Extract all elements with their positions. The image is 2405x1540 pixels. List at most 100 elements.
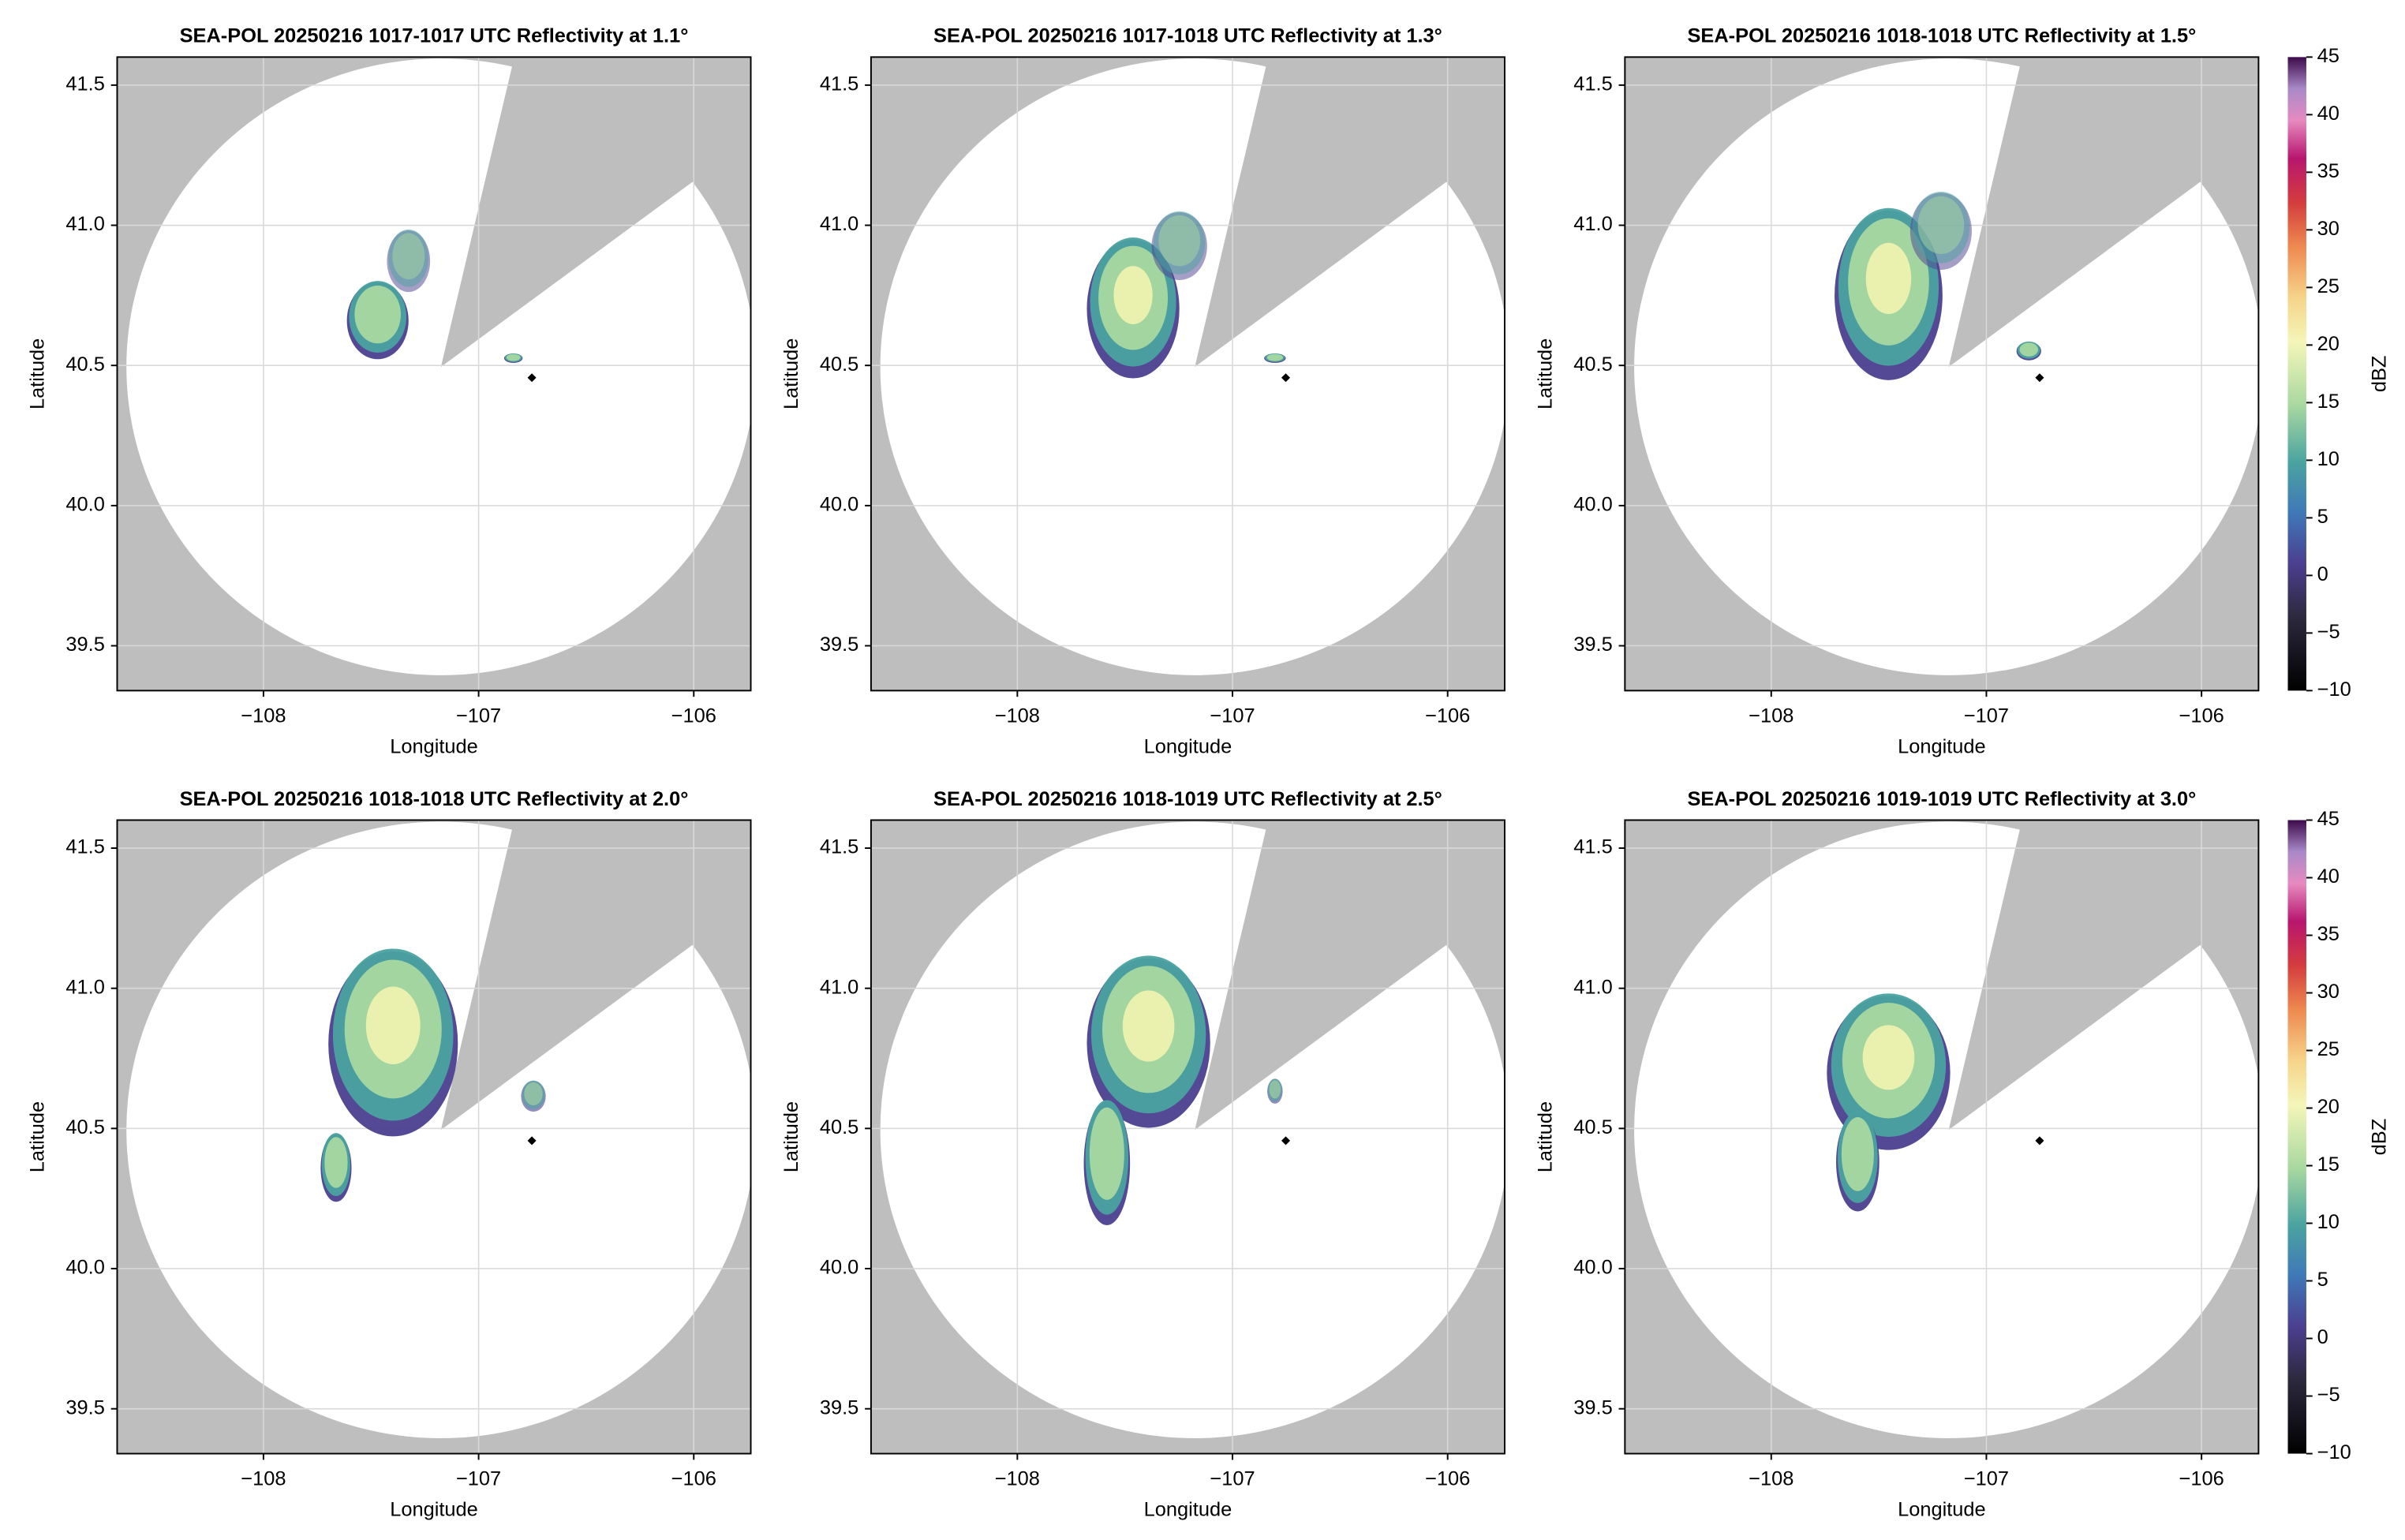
blocked-sector (1948, 57, 2259, 368)
y-tick-label: 40.5 (820, 353, 858, 376)
blocked-sector (440, 57, 751, 368)
y-tick-label: 41.0 (65, 976, 104, 998)
x-tick-label: −107 (456, 1467, 501, 1490)
x-tick-label: −107 (456, 705, 501, 727)
y-tick-label: 41.0 (1573, 213, 1612, 235)
x-axis-label: Longitude (1144, 735, 1232, 757)
panel: −108 −107 −106 39.5 40.0 40.5 41.0 41.5 SEA-POL … (27, 788, 752, 1521)
y-axis-label: Latitude (1534, 338, 1556, 409)
x-tick-label: −108 (1749, 705, 1793, 727)
echo (392, 233, 425, 280)
axes-frame (870, 56, 1505, 692)
colorbar-label: dBZ (2368, 1119, 2390, 1156)
blocked-sector (440, 820, 751, 1131)
x-axis-label: Longitude (1144, 1499, 1232, 1521)
y-tick-label: 40.0 (820, 494, 858, 516)
y-axis-label: Latitude (780, 1101, 802, 1172)
blocked-sector (1195, 820, 1505, 1131)
colorbar-tick-label: 25 (2317, 1038, 2340, 1060)
y-tick-label: 40.5 (820, 1116, 858, 1138)
y-tick-label: 40.0 (65, 1257, 104, 1279)
echo (1841, 1117, 1874, 1191)
echo (365, 986, 421, 1064)
colorbar-tick-label: −5 (2317, 621, 2340, 643)
x-tick-label: −106 (2179, 705, 2224, 727)
colorbar-tick-label: 30 (2317, 981, 2340, 1003)
x-axis-label: Longitude (1898, 1499, 1986, 1521)
echo (524, 1082, 543, 1106)
x-axis-label: Longitude (390, 735, 478, 757)
y-tick-label: 39.5 (1573, 1396, 1612, 1419)
y-tick-label: 40.0 (1573, 494, 1612, 516)
x-tick-label: −108 (241, 1467, 286, 1490)
plot-area (1625, 820, 2259, 1454)
colorbar-tick-label: 0 (2317, 1326, 2328, 1348)
echo (1158, 215, 1201, 267)
colorbar (2287, 820, 2306, 1454)
colorbar (2287, 57, 2306, 691)
echo (324, 1137, 348, 1188)
x-tick-label: −106 (1425, 1467, 1470, 1490)
colorbar-tick-label: −10 (2317, 1441, 2351, 1463)
colorbar-tick-label: 45 (2317, 45, 2340, 67)
y-tick-label: 40.5 (65, 353, 104, 376)
panel: −108 −107 −106 39.5 40.0 40.5 41.0 41.5 SEA-POL … (1534, 25, 2390, 758)
colorbar-tick-label: 15 (2317, 1153, 2340, 1176)
x-tick-label: −107 (1964, 705, 2009, 727)
axes-frame (1624, 56, 2260, 692)
y-tick-label: 41.5 (1573, 73, 1612, 95)
echo (1122, 990, 1175, 1062)
colorbar-tick-label: 25 (2317, 275, 2340, 297)
colorbar-tick-label: 30 (2317, 218, 2340, 240)
y-tick-label: 41.0 (1573, 976, 1612, 998)
axes-frame (870, 819, 1505, 1455)
colorbar-tick-label: −5 (2317, 1384, 2340, 1406)
y-axis-label: Latitude (27, 1101, 49, 1172)
colorbar-tick-label: 15 (2317, 391, 2340, 413)
y-tick-label: 41.0 (65, 213, 104, 235)
y-axis-label: Latitude (1534, 1101, 1556, 1172)
y-tick-label: 41.5 (65, 836, 104, 858)
y-tick-label: 39.5 (65, 1396, 104, 1419)
y-tick-label: 41.5 (1573, 836, 1612, 858)
blocked-sector (1948, 820, 2259, 1131)
y-tick-label: 39.5 (820, 1396, 858, 1419)
x-axis-label: Longitude (1898, 735, 1986, 757)
y-tick-label: 40.0 (1573, 1257, 1612, 1279)
colorbar-tick-label: 40 (2317, 103, 2340, 125)
plot-area (870, 820, 1505, 1454)
echo (1113, 266, 1153, 324)
plot-area (870, 57, 1505, 691)
echo (1865, 242, 1912, 315)
colorbar-tick-label: 5 (2317, 506, 2328, 528)
echo (1917, 196, 1965, 254)
y-tick-label: 40.0 (820, 1257, 858, 1279)
colorbar-tick-label: 10 (2317, 1211, 2340, 1233)
y-tick-label: 39.5 (65, 634, 104, 656)
colorbar-tick-label: 20 (2317, 333, 2340, 355)
y-axis-label: Latitude (780, 338, 802, 409)
chart-title: SEA-POL 20250216 1018-1018 UTC Reflectiv… (180, 788, 689, 810)
y-tick-label: 40.0 (65, 494, 104, 516)
panel: −108 −107 −106 39.5 40.0 40.5 41.0 41.5 SEA-POL … (27, 25, 752, 757)
colorbar-tick-label: −10 (2317, 678, 2351, 701)
echo (2019, 342, 2038, 357)
radar-site (527, 373, 537, 383)
plot-area (1625, 57, 2259, 691)
echo (1089, 1107, 1124, 1200)
chart-title: SEA-POL 20250216 1019-1019 UTC Reflectiv… (1687, 788, 2196, 810)
chart-title: SEA-POL 20250216 1017-1018 UTC Reflectiv… (933, 25, 1442, 47)
y-tick-label: 41.5 (820, 836, 858, 858)
x-tick-label: −108 (1749, 1467, 1793, 1490)
radar-site (2035, 373, 2044, 383)
y-tick-label: 41.0 (820, 976, 858, 998)
x-tick-label: −107 (1964, 1467, 2009, 1490)
plot-area (117, 57, 751, 691)
colorbar-tick-label: 35 (2317, 923, 2340, 945)
colorbar-tick-label: 10 (2317, 448, 2340, 470)
colorbar-tick-label: 45 (2317, 808, 2340, 830)
x-tick-label: −108 (241, 705, 286, 727)
x-tick-label: −108 (995, 705, 1040, 727)
